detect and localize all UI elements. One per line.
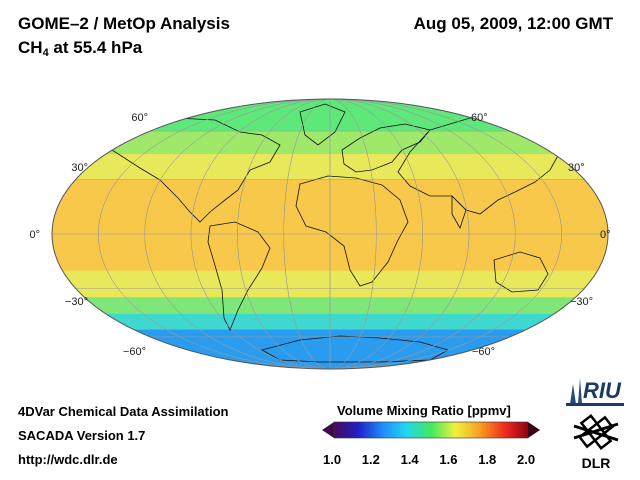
lat-label-eq-right: 0° (600, 229, 611, 241)
colorbar-tick-label: 1.6 (439, 452, 458, 467)
riu-logo-text: RIU (583, 378, 622, 403)
colorbar (322, 421, 540, 439)
lat-label-eq-left: 0° (29, 229, 40, 241)
species-subscript: 4 (42, 47, 49, 59)
footer-url[interactable]: http://wdc.dlr.de (18, 452, 118, 467)
lat-label-n30-left: 30° (71, 162, 88, 174)
lat-label-n60-right: 60° (471, 112, 488, 124)
colorbar-tick-label: 1.8 (478, 452, 497, 467)
lat-label-s60-right: −60° (472, 346, 495, 358)
colorbar-title: Volume Mixing Ratio [ppmv] (337, 403, 511, 418)
riu-logo: RIU (566, 378, 624, 406)
lat-label-n60-left: 60° (131, 112, 148, 124)
analysis-datetime: Aug 05, 2009, 12:00 GMT (413, 14, 613, 33)
colorbar-low-arrow (322, 422, 334, 438)
colorbar-tick-label: 1.0 (323, 452, 342, 467)
lat-label-n30-right: 30° (568, 162, 585, 174)
dlr-logo: DLR (573, 413, 619, 471)
lat-label-s60-left: −60° (123, 346, 146, 358)
colorbar-tick-label: 1.2 (361, 452, 380, 467)
colorbar-gradient (333, 421, 529, 439)
globe-outline (51, 98, 609, 370)
footer-method: 4DVar Chemical Data Assimilation (18, 404, 229, 419)
species-formula: CH (18, 38, 43, 57)
colorbar-tick-label: 2.0 (517, 452, 536, 467)
lat-label-s30-left: −30° (65, 296, 88, 308)
footer-version: SACADA Version 1.7 (18, 428, 146, 443)
map-title: GOME–2 / MetOp Analysis (18, 14, 230, 33)
species-pressure: at 55.4 hPa (48, 38, 143, 57)
lat-label-s30-right: −30° (570, 296, 593, 308)
colorbar-high-arrow (528, 422, 540, 438)
colorbar-tick-label: 1.4 (400, 452, 419, 467)
dlr-logo-text: DLR (582, 455, 611, 471)
species-level: CH4 at 55.4 hPa (18, 38, 142, 59)
